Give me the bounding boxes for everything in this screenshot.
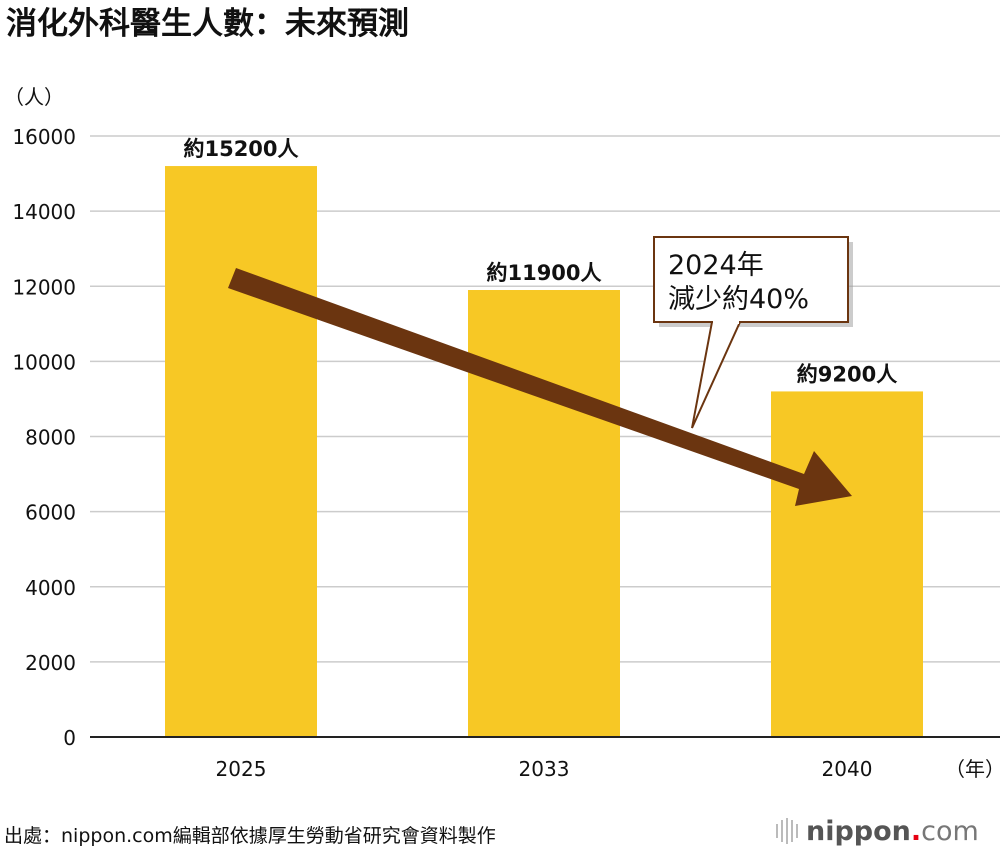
nippon-logo: nippon.com (776, 816, 979, 847)
y-tick-label: 10000 (12, 350, 76, 374)
data-label: 約15200人 (183, 137, 298, 161)
y-tick-label: 0 (63, 726, 76, 750)
y-tick-label: 6000 (25, 501, 76, 525)
y-tick-label: 8000 (25, 426, 76, 450)
annotation-line1: 2024年 (668, 250, 764, 281)
annotation-line2: 減少約40% (668, 284, 809, 315)
y-tick-label: 4000 (25, 576, 76, 600)
data-label: 約11900人 (486, 261, 601, 285)
chart-title: 消化外科醫生人數：未來預測 (6, 6, 409, 42)
y-tick-label: 12000 (12, 275, 76, 299)
bar-2040 (771, 391, 923, 737)
x-axis-label: （年） (945, 757, 1000, 781)
x-tick-label: 2033 (519, 757, 570, 781)
y-tick-label: 16000 (12, 125, 76, 149)
source-note: 出處：nippon.com編輯部依據厚生勞動省研究會資料製作 (4, 825, 496, 847)
x-tick-label: 2040 (822, 757, 873, 781)
annotation-callout: 2024年 減少約40% (653, 236, 853, 429)
bar-2025 (165, 166, 317, 738)
svg-text:nippon.com: nippon.com (806, 816, 979, 847)
y-tick-label: 2000 (25, 651, 76, 675)
x-tick-label: 2025 (216, 757, 267, 781)
data-label: 約9200人 (797, 362, 897, 386)
y-axis-label: （人） (4, 85, 64, 109)
y-tick-label: 14000 (12, 200, 76, 224)
trend-arrow (228, 268, 852, 506)
bar-2033 (468, 290, 620, 737)
